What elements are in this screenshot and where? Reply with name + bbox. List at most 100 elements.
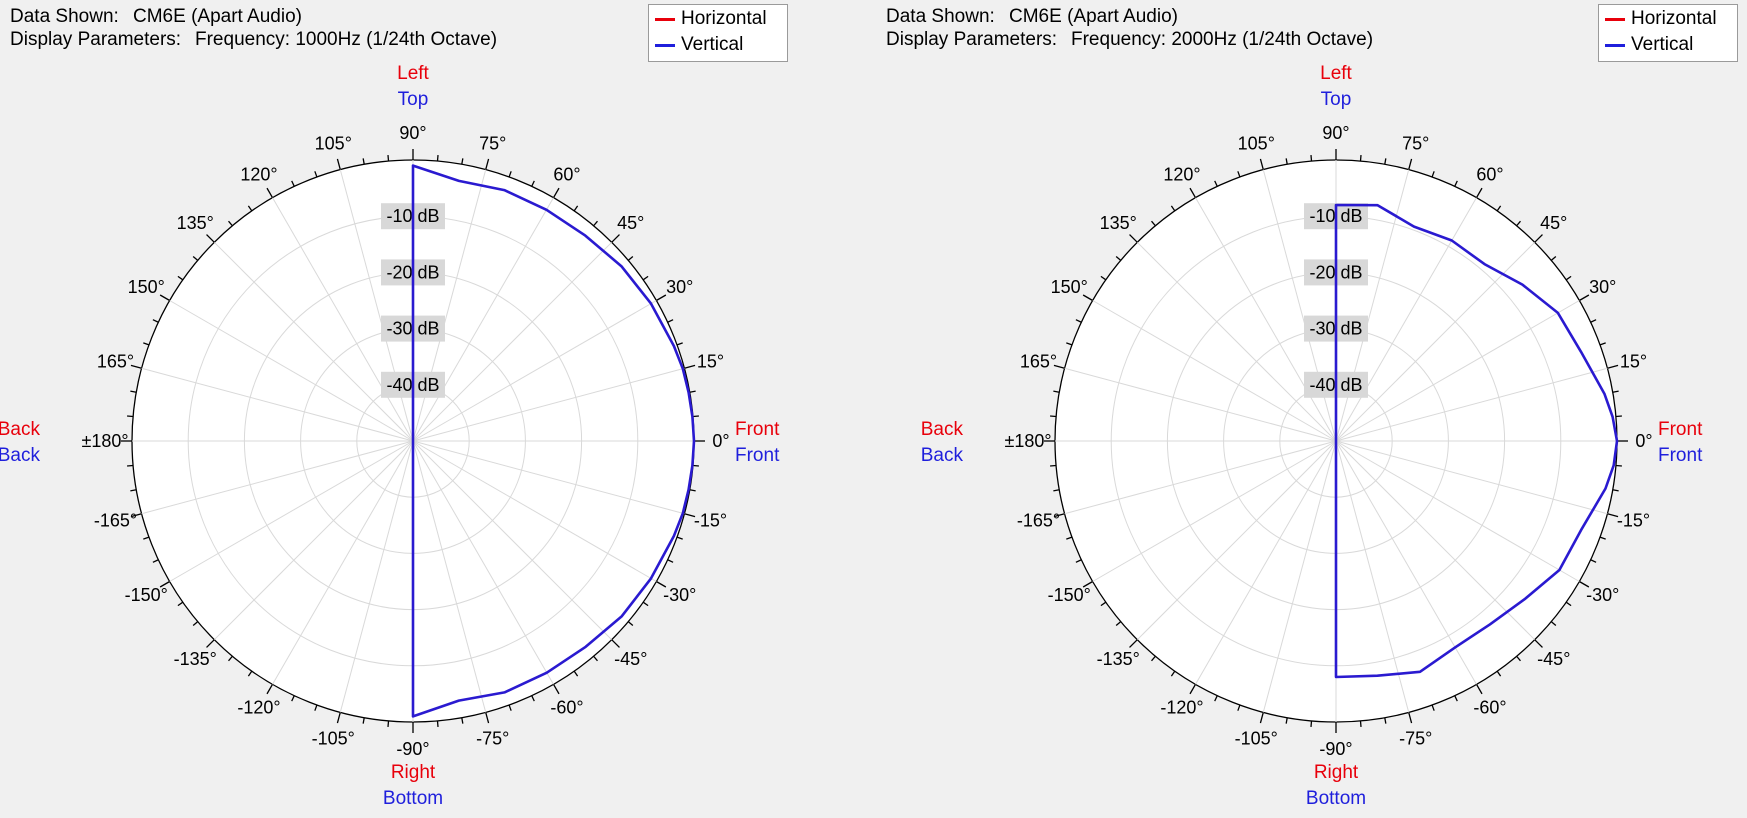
angle-label: ±180° xyxy=(81,431,128,451)
angle-label: -30° xyxy=(663,585,696,605)
grid-spoke xyxy=(1335,440,1608,515)
grid-spoke xyxy=(412,440,657,582)
angle-tick xyxy=(593,655,598,662)
angle-tick xyxy=(573,205,579,212)
angle-tick xyxy=(159,580,170,588)
legend[interactable]: Horizontal Vertical xyxy=(1598,4,1738,62)
angle-tick xyxy=(336,712,341,724)
grid-spoke xyxy=(1335,241,1536,442)
angle-tick xyxy=(1475,187,1483,198)
angle-tick xyxy=(1607,364,1619,369)
angle-tick xyxy=(573,670,579,677)
angle-tick xyxy=(656,580,667,588)
angle-tick xyxy=(461,717,464,724)
angle-tick xyxy=(266,187,274,198)
angle-label: 150° xyxy=(128,277,165,297)
vertical-swatch-icon xyxy=(655,43,675,47)
grid-spoke xyxy=(412,440,685,515)
grid-spoke xyxy=(141,440,414,515)
angle-tick xyxy=(1590,559,1597,563)
angle-tick xyxy=(1534,639,1543,648)
legend-item-horizontal[interactable]: Horizontal xyxy=(1599,6,1737,32)
angle-tick xyxy=(130,390,137,393)
legend-item-vertical[interactable]: Vertical xyxy=(1599,32,1737,58)
angle-tick xyxy=(1565,275,1572,281)
grid-spoke xyxy=(141,367,414,442)
angle-label: -165° xyxy=(1017,511,1060,531)
legend-item-vertical[interactable]: Vertical xyxy=(649,32,787,58)
polar-plot: 0° 15° 30° 45° 60° 75° 90° 105° 120° 135° 150° 165°… xyxy=(0,63,780,809)
grid-spoke xyxy=(1262,440,1337,713)
angle-label: 30° xyxy=(666,277,693,297)
angle-label: 135° xyxy=(177,213,214,233)
angle-tick xyxy=(1516,655,1521,662)
angle-tick xyxy=(228,655,233,662)
angle-tick xyxy=(387,720,390,727)
angle-tick xyxy=(667,559,674,563)
angle-tick xyxy=(1151,655,1156,662)
grid-spoke xyxy=(1092,440,1337,582)
angle-tick xyxy=(692,415,699,418)
angle-tick xyxy=(336,158,341,170)
angle-tick xyxy=(485,712,490,724)
direction-label-right: Right xyxy=(1314,762,1359,783)
angle-tick xyxy=(552,187,560,198)
angle-label: -60° xyxy=(550,698,583,718)
angle-tick xyxy=(684,364,696,369)
angle-tick xyxy=(1237,171,1241,178)
legend-item-horizontal[interactable]: Horizontal xyxy=(649,6,787,32)
angle-tick xyxy=(689,489,696,492)
angle-tick xyxy=(152,319,159,323)
angle-tick xyxy=(485,158,490,170)
direction-label-top: Top xyxy=(1321,89,1352,110)
angle-tick xyxy=(1066,342,1073,346)
angle-label: 105° xyxy=(1238,133,1275,153)
legend[interactable]: Horizontal Vertical xyxy=(648,4,788,62)
angle-tick xyxy=(1607,513,1619,518)
angle-tick xyxy=(1612,390,1619,393)
display-params-value: Frequency: 1000Hz (1/24th Octave) xyxy=(195,29,498,50)
angle-tick xyxy=(531,180,535,187)
angle-tick xyxy=(1615,415,1622,418)
angle-tick xyxy=(1550,256,1557,261)
display-params-line: Display Parameters: Frequency: 1000Hz (1/… xyxy=(10,28,497,52)
angle-label: -105° xyxy=(312,729,355,749)
angle-tick xyxy=(362,158,365,165)
angle-tick xyxy=(127,464,134,467)
angle-tick xyxy=(1053,513,1065,518)
angle-tick xyxy=(1408,712,1413,724)
angle-tick xyxy=(531,695,535,702)
angle-tick xyxy=(1189,187,1197,198)
angle-tick xyxy=(1310,720,1313,727)
angle-label: ±180° xyxy=(1004,431,1051,451)
angle-tick xyxy=(1431,704,1435,711)
angle-label: -90° xyxy=(1319,739,1352,759)
angle-label: 165° xyxy=(97,351,134,371)
angle-tick xyxy=(1565,601,1572,607)
angle-tick xyxy=(1189,684,1197,695)
direction-label-front: Front xyxy=(735,419,780,440)
angle-label: -60° xyxy=(1473,698,1506,718)
angle-tick xyxy=(387,155,390,162)
grid-spoke xyxy=(412,241,613,442)
grid-spoke xyxy=(412,300,657,442)
direction-label-top: Top xyxy=(398,89,429,110)
angle-tick xyxy=(627,256,634,261)
angle-tick xyxy=(1359,720,1362,727)
angle-tick xyxy=(1115,256,1122,261)
angle-tick xyxy=(177,275,184,281)
grid-spoke xyxy=(1064,440,1337,515)
angle-label: 150° xyxy=(1051,277,1088,297)
angle-label: -105° xyxy=(1235,729,1278,749)
angle-tick xyxy=(1496,670,1502,677)
angle-tick xyxy=(1100,601,1107,607)
legend-label-horizontal: Horizontal xyxy=(681,8,767,29)
grid-spoke xyxy=(1335,440,1536,641)
grid-spoke xyxy=(1335,367,1608,442)
grid-spoke xyxy=(272,197,414,442)
angle-label: -30° xyxy=(1586,585,1619,605)
polar-plot: 0° 15° 30° 45° 60° 75° 90° 105° 120° 135° 150° 165°… xyxy=(921,63,1703,809)
angle-label: -165° xyxy=(94,511,137,531)
grid-spoke xyxy=(1335,440,1580,582)
angle-tick xyxy=(1170,670,1176,677)
